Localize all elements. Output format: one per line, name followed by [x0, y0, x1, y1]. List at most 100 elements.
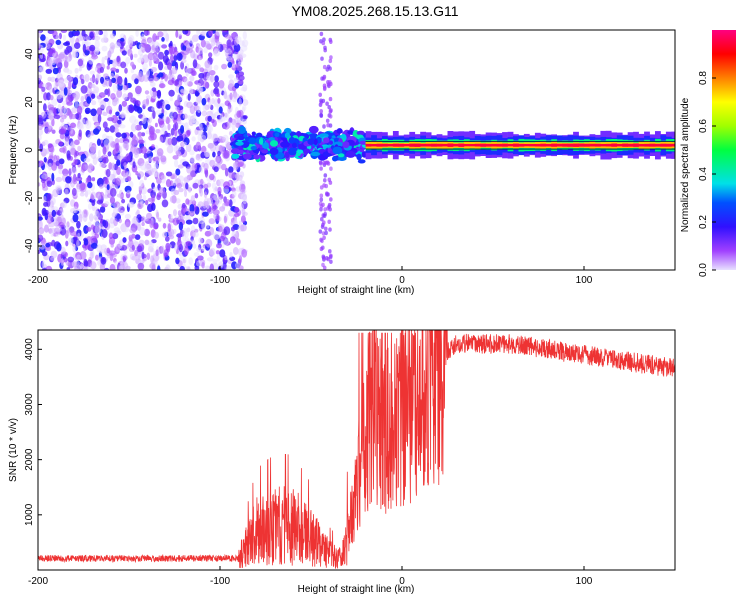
spectrogram-cell: [192, 243, 197, 249]
spectrogram-cell: [75, 150, 79, 157]
spectrogram-cell: [38, 234, 44, 242]
snr-plot: [38, 330, 675, 569]
spectrogram-cell: [160, 124, 167, 132]
spectrogram-cell: [72, 52, 77, 58]
spectrogram-cell: [72, 245, 77, 253]
spectrogram-cell: [253, 154, 260, 160]
spectrogram-cell: [52, 67, 59, 75]
spectrogram-cell: [85, 226, 92, 232]
spectrogram-cell: [310, 151, 321, 157]
spectrogram-cell: [180, 215, 185, 220]
spectrogram-cell: [172, 217, 179, 226]
spectrogram-cell: [177, 239, 182, 248]
spectrogram-cell: [322, 124, 326, 129]
spectrogram-cell: [116, 119, 122, 125]
spectrogram-cell: [85, 36, 91, 41]
spectrogram-cell: [158, 61, 164, 71]
spectrogram-cell: [92, 114, 100, 123]
spectrogram-cell: [171, 77, 175, 84]
spectrogram-cell: [309, 133, 319, 140]
spectrogram-cell: [173, 189, 180, 196]
spectrogram-cell: [102, 111, 108, 116]
spectrogram-cell: [201, 110, 208, 117]
spectrogram-cell: [115, 142, 120, 152]
spectrogram-xtick-label: 0: [399, 275, 405, 286]
spectrogram-cell: [90, 242, 98, 249]
spectrogram-cell: [45, 265, 53, 270]
spectrogram-cell: [119, 113, 127, 118]
spectrogram-cell: [199, 67, 205, 73]
spectrogram-cell: [168, 89, 175, 97]
spectrogram-cell: [235, 238, 241, 246]
spectrogram-cell: [474, 143, 481, 147]
spectrogram-cell: [232, 97, 238, 103]
spectrogram-cell: [190, 116, 198, 124]
spectrogram-cell: [235, 141, 244, 146]
spectrogram-cell: [121, 50, 127, 56]
spectrogram-cell: [157, 265, 161, 270]
spectrogram-cell: [425, 143, 432, 147]
spectrogram-cell: [127, 92, 133, 99]
spectrogram-cell: [76, 220, 81, 229]
spectrogram-cell: [169, 46, 176, 55]
spectrogram-cell: [49, 57, 57, 65]
spectrogram-cell: [60, 214, 64, 221]
spectrogram-cell: [147, 156, 154, 162]
spectrogram-cell: [135, 100, 141, 107]
spectrogram-cell: [82, 213, 88, 222]
spectrogram-cell: [156, 211, 160, 220]
spectrogram-cell: [248, 137, 257, 145]
spectrogram-cell: [90, 224, 95, 230]
spectrogram-cell: [89, 31, 94, 39]
spectrogram-cell: [162, 222, 167, 229]
spectrogram-cell: [275, 152, 285, 160]
spectrogram-cell: [74, 67, 79, 74]
spectrogram-cell: [128, 104, 135, 114]
spectrogram-cell: [64, 137, 70, 147]
spectrogram-cell: [171, 67, 178, 75]
spectrogram-cell: [216, 243, 222, 249]
spectrogram-cell: [61, 114, 67, 120]
spectrogram-cell: [160, 245, 165, 254]
spectrogram-cell: [165, 171, 173, 177]
spectrogram-cell: [189, 204, 195, 213]
spectrogram-cell: [153, 41, 160, 49]
spectrogram-cell: [347, 130, 354, 135]
spectrogram-cell: [327, 219, 332, 224]
spectrogram-cell: [109, 217, 115, 224]
spectrogram-cell: [183, 77, 189, 86]
spectrogram-cell: [206, 124, 213, 134]
spectrogram-cell: [332, 146, 343, 155]
spectrogram-cell: [224, 167, 229, 177]
spectrogram-cell: [671, 143, 675, 147]
spectrogram-cell: [62, 34, 67, 41]
spectrogram-cell: [161, 199, 169, 208]
spectrogram-cell: [200, 129, 204, 138]
spectrogram-cell: [420, 143, 426, 147]
spectrogram-cell: [114, 177, 121, 187]
spectrogram-cell: [469, 144, 476, 147]
spectrogram-cell: [224, 112, 228, 118]
spectrogram-xtick-label: -100: [210, 275, 230, 286]
spectrogram-cell: [121, 262, 129, 270]
spectrogram-cell: [221, 63, 228, 70]
spectrogram-cell: [83, 157, 91, 163]
spectrogram-cell: [139, 179, 144, 188]
spectrogram-cell: [239, 53, 247, 58]
spectrogram-cell: [128, 201, 135, 208]
spectrogram-cell: [47, 205, 54, 215]
spectrogram-cell: [120, 225, 124, 230]
spectrogram-cell: [131, 244, 135, 251]
spectrogram-cell: [130, 68, 135, 74]
spectrogram-cell: [191, 136, 196, 142]
spectrogram-cell: [236, 53, 240, 62]
spectrogram-cell: [225, 265, 232, 270]
spectrogram-cell: [135, 124, 142, 131]
spectrogram-cell: [115, 244, 121, 253]
spectrogram-cell: [53, 82, 57, 91]
spectrogram-cell: [114, 42, 122, 49]
spectrogram-cell: [197, 201, 204, 208]
spectrogram-cell: [157, 31, 164, 38]
spectrogram-cell: [137, 262, 145, 270]
spectrogram-cell: [51, 172, 55, 182]
